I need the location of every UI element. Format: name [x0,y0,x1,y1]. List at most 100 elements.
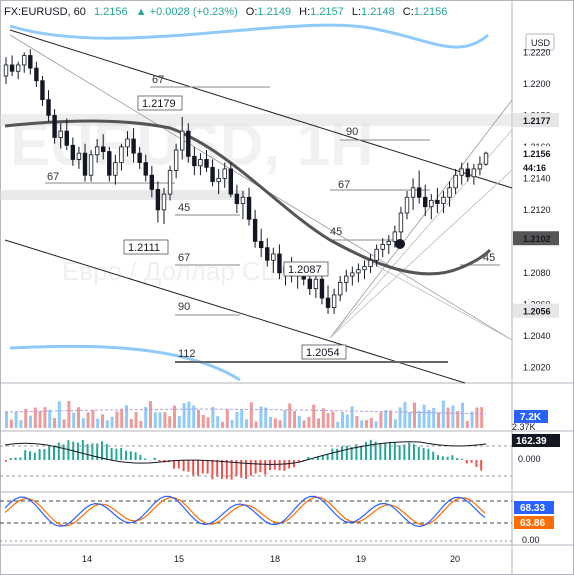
volume-bar [278,420,282,428]
macd-bar [293,460,295,468]
macd-bar [173,460,175,469]
channel-upper-line[interactable] [9,29,513,189]
macd-bar [221,460,223,479]
candle [167,165,173,201]
time-axis[interactable]: 14 15 18 19 20 [82,554,460,564]
candle [28,49,33,75]
candle [356,263,361,283]
symbol-label: FX:EURUSD, 60 [4,6,86,18]
annotation-text: 1.2111 [128,242,160,254]
stoch-k-line [4,495,486,528]
candle [107,146,112,182]
volume-bar [62,419,66,428]
macd-bar [326,454,329,460]
macd-bar [57,442,60,460]
bollinger-upper [9,23,489,49]
volume-bar [264,407,268,428]
volume-bar [53,418,56,428]
candle [9,55,15,76]
candle [216,168,221,195]
macd-bar [369,439,372,460]
volume-bar [417,411,421,428]
macd-bar [403,444,406,460]
volume-bar [240,409,244,428]
candle [368,253,373,273]
annotation-box [123,239,169,255]
macd-bar [235,460,238,477]
candle [325,285,331,314]
macd-bar [259,460,262,473]
volume-bar [369,417,373,428]
volume-bar [249,402,253,428]
volume-bar [259,406,263,428]
volume-bar [461,402,464,428]
volume-bar [72,412,76,428]
macd-bar [197,460,199,476]
volume-bar [432,408,436,428]
low-label: L: [352,6,361,18]
candle [471,164,477,185]
macd-bar [422,447,425,460]
volume-bar [451,405,455,428]
volume-bar [144,407,148,428]
candle [46,90,51,122]
macd-bar [441,456,444,460]
candle [483,151,489,166]
macd-bar [417,446,420,460]
candle [94,138,100,163]
candle [374,244,379,267]
macd-value: 162.39 [516,436,547,447]
channel-lower-line[interactable] [4,239,466,384]
candle [210,159,215,187]
macd-bar [475,460,478,467]
volume-bar [480,407,484,428]
candle [258,228,264,258]
volume-bar [43,407,47,428]
price-tag-label: 1.2177 [523,116,551,126]
annotation-box [301,344,347,360]
legend-header: FX:EURUSD, 60 1.2156 ▲ +0.0028 (+0.23%) … [4,6,447,18]
currency-badge[interactable] [525,33,555,51]
macd-bar [355,444,358,460]
volume-bar [365,420,368,428]
macd-bar [317,457,319,460]
candle [70,137,76,166]
candle [82,143,88,182]
stoch-zero: 0.00 [522,535,540,545]
volume-bar [9,419,13,428]
candle [34,61,39,88]
candle [76,146,82,169]
volume-bar [163,412,167,428]
volume-bar [177,416,181,428]
volume-bar [437,412,440,428]
macd-bar [408,442,411,460]
macd-bar [48,444,51,460]
volume-bar [221,421,224,428]
macd-bar [264,460,267,475]
volume-bar [393,419,397,428]
candle [350,266,355,286]
volume-bar [470,411,474,428]
macd-bar [389,441,391,460]
gann-fan-line[interactable] [329,99,513,339]
gann-label: 90 [346,126,358,138]
candle [465,162,470,182]
candle [15,61,21,80]
volume-bar [408,411,412,428]
macd-bar [5,460,7,462]
macd-bar [341,446,343,460]
volume-bar [57,401,61,428]
volume-bar [441,400,445,428]
gann-fan-line[interactable] [329,169,513,339]
up-arrow-icon: ▲ [136,6,147,18]
macd-bar [86,444,89,460]
macd-bar [336,448,339,460]
candle [344,269,349,292]
candle [137,146,142,169]
macd-bar [384,443,387,460]
price-tick-label: 1.2020 [523,362,551,372]
macd-bar [129,451,132,460]
price-axis[interactable]: 1.22201.22001.21801.21601.21401.21201.21… [513,47,559,372]
volume-bar [149,400,152,428]
